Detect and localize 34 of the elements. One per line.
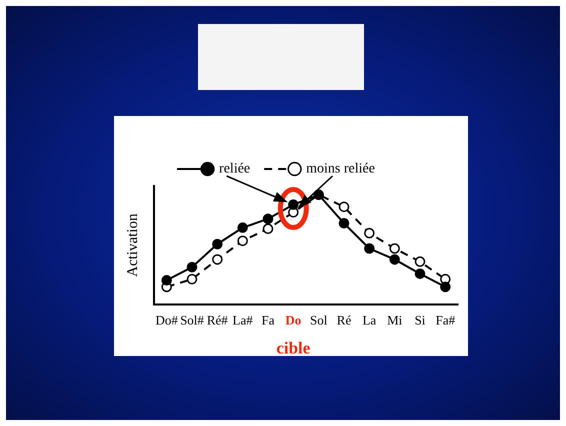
point [414,256,426,267]
point [414,268,426,279]
point [338,218,350,229]
point [389,243,400,254]
point [262,224,274,234]
point [212,238,223,250]
point [237,236,248,246]
y-axis-title: Activation [124,213,141,277]
x-tick-label: Do [285,312,302,328]
point [186,274,198,284]
legend-label: reliée [219,162,250,177]
point [389,254,400,265]
legend-label: moins reliée [306,162,375,177]
point [338,202,350,212]
point [364,228,375,238]
x-axis-title: cible [276,338,311,358]
x-tick-label: Mi [387,312,403,328]
x-tick-label: Sol [310,312,328,328]
point [440,282,451,292]
x-tick-label: Si [414,312,426,328]
point [186,262,198,272]
x-tick-label: Sol# [180,312,204,328]
point [237,222,248,233]
x-tick-label: Fa [262,312,275,328]
x-tick-label: Fa# [436,312,456,328]
x-tick-label: Do# [155,312,178,328]
point [262,214,274,224]
point [161,275,172,286]
x-tick-label: Ré# [206,312,228,328]
point [212,254,223,265]
x-tick-label: La [362,312,376,328]
point [364,243,375,254]
x-tick-label: La# [232,312,254,328]
x-tick-label: Ré [336,312,352,328]
